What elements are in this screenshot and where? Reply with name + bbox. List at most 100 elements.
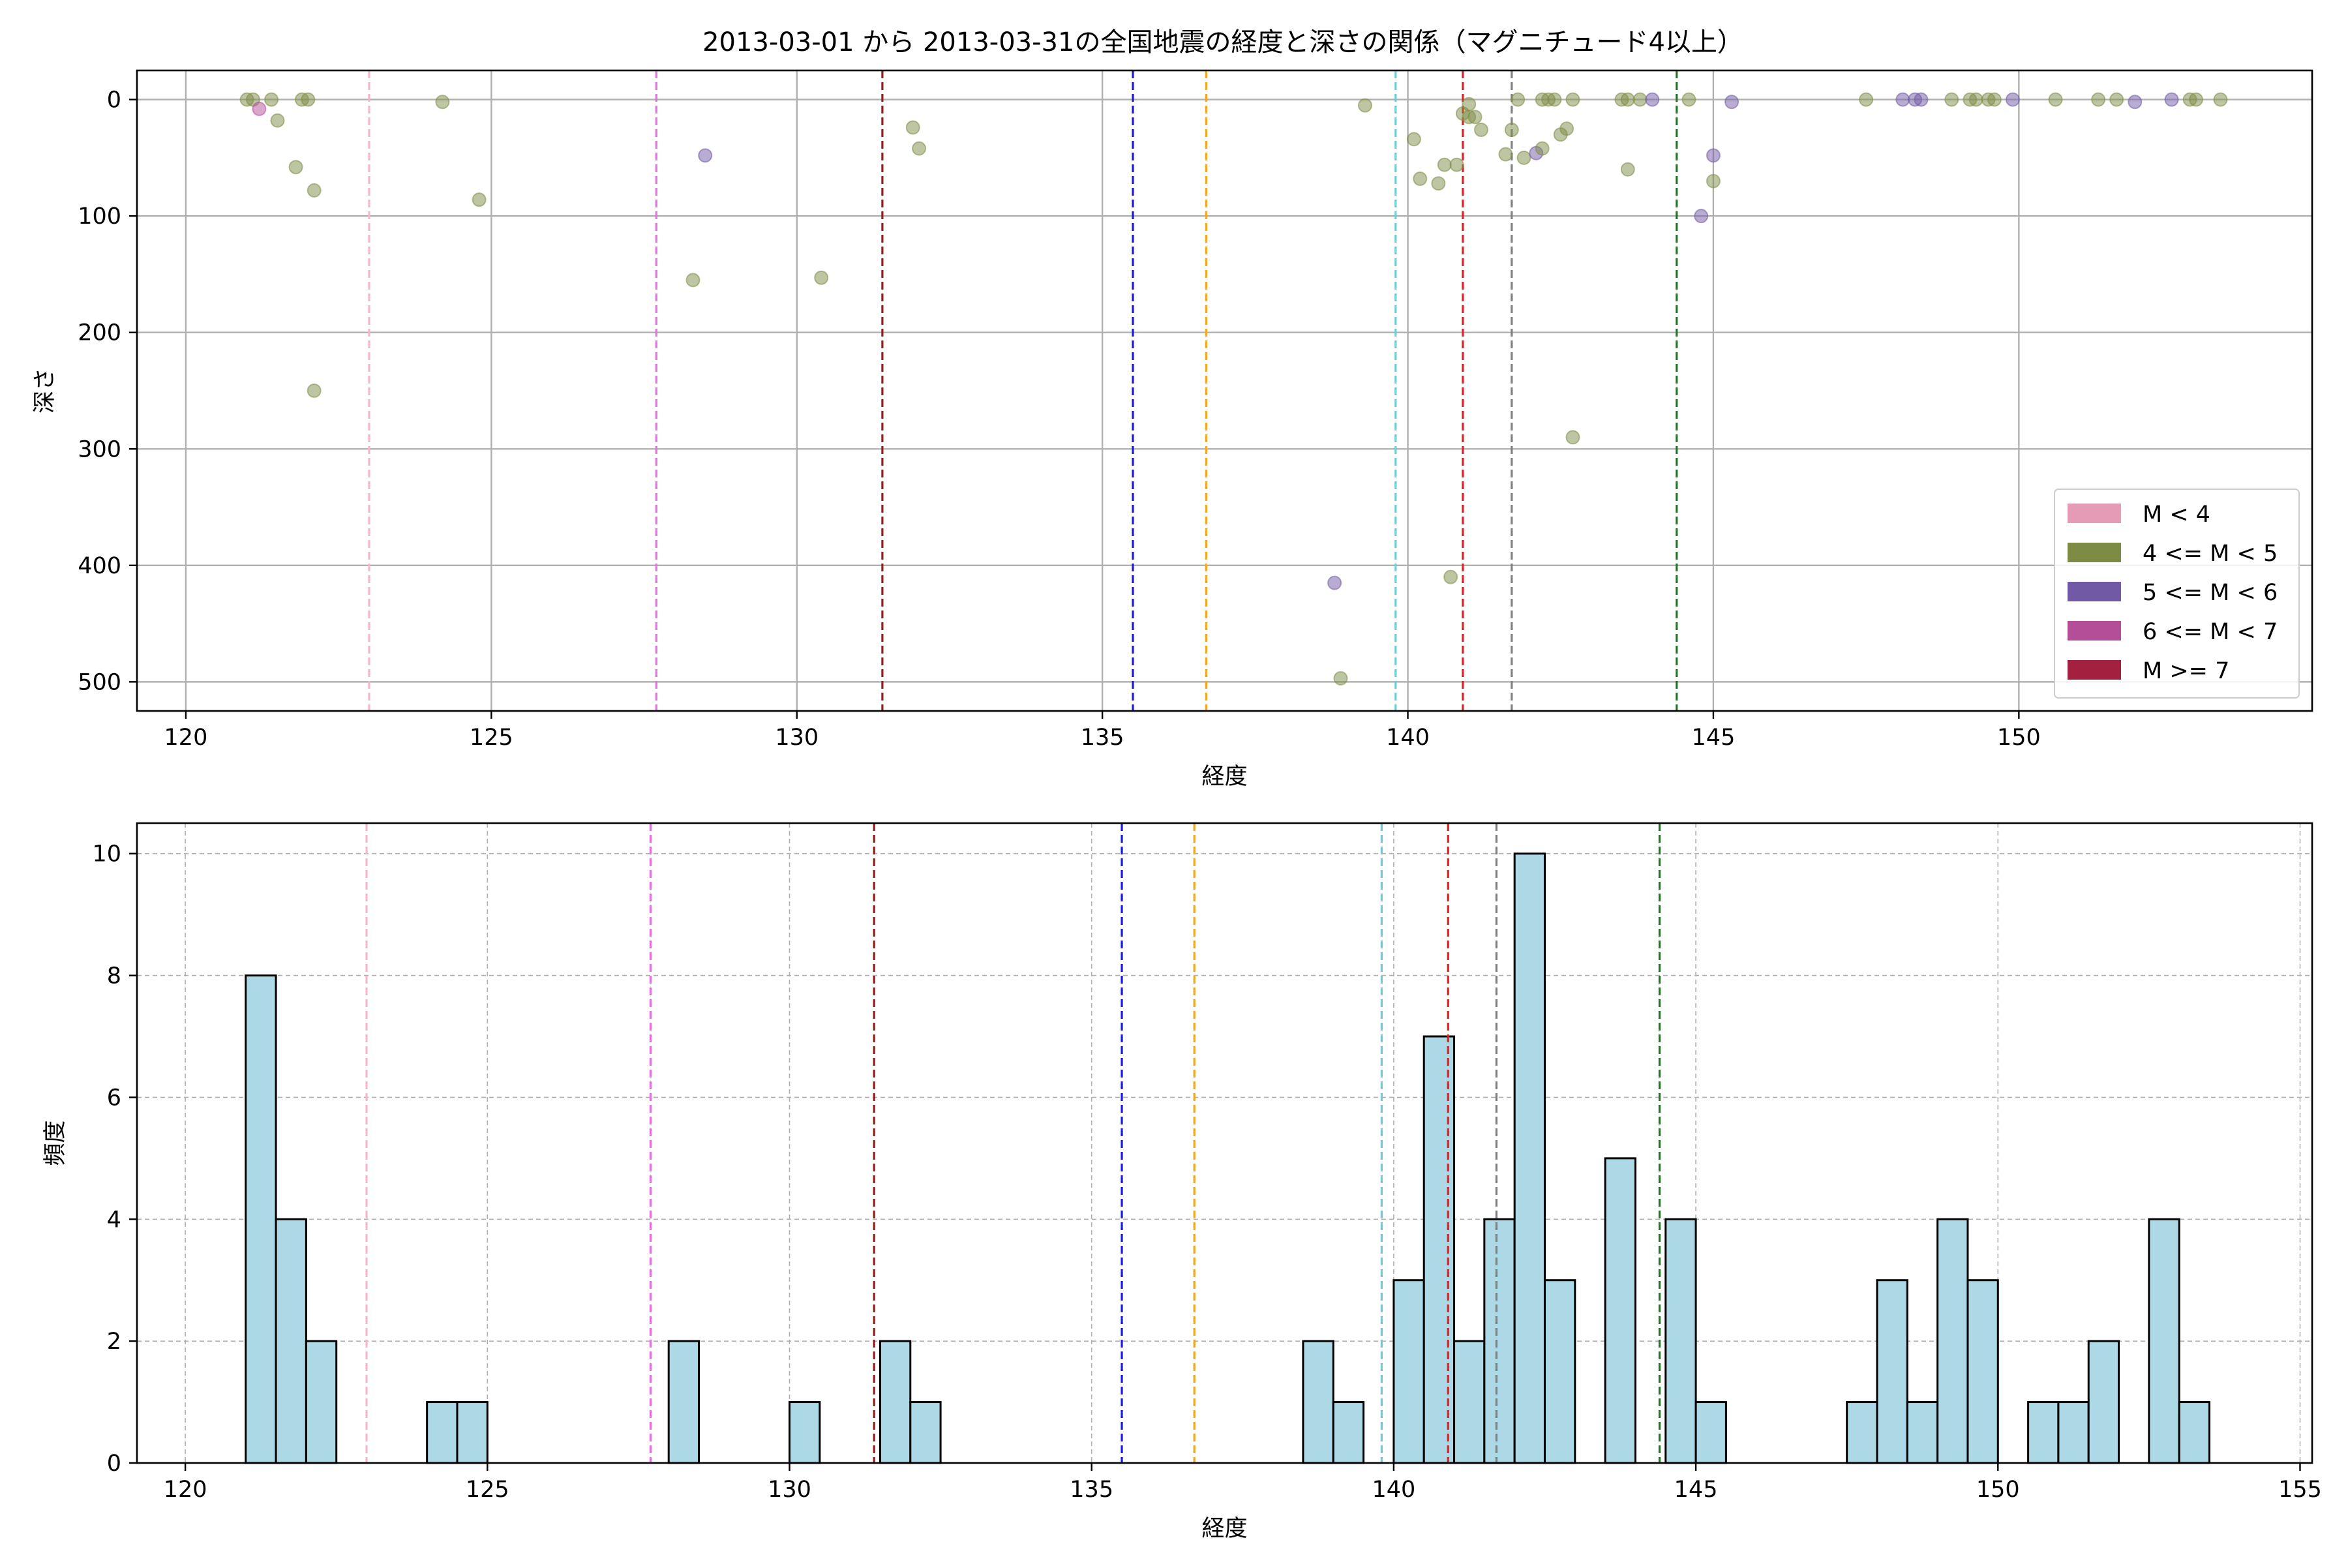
scatter-point (1437, 157, 1452, 172)
histogram-bar (1332, 1401, 1365, 1464)
y-tick-label: 6 (107, 1085, 121, 1111)
legend-swatch (2068, 582, 2121, 601)
legend-label: 5 <= M < 6 (2143, 580, 2278, 606)
histogram-bar (789, 1401, 821, 1464)
scatter-point (301, 92, 316, 107)
scatter-point (1565, 92, 1580, 107)
histogram-bar (1846, 1401, 1878, 1464)
x-tick-label: 120 (164, 725, 208, 751)
scatter-point (1565, 430, 1580, 445)
y-tick-label: 0 (107, 87, 121, 113)
scatter-point (288, 160, 303, 175)
legend-swatch (2068, 543, 2121, 562)
scatter-point (1535, 141, 1550, 156)
x-tick-label: 140 (1372, 1477, 1415, 1503)
scatter-point (1620, 162, 1635, 177)
scatter-point (2048, 92, 2063, 107)
scatter-point (1620, 92, 1635, 107)
legend-swatch (2068, 504, 2121, 523)
x-tick-label: 130 (768, 1477, 811, 1503)
x-tick-label: 125 (470, 725, 513, 751)
y-tick-label: 10 (92, 841, 121, 867)
histogram-bar (456, 1401, 489, 1464)
scatter-point (1895, 92, 1910, 107)
scatter-point (1859, 92, 1874, 107)
y-tick-label: 400 (78, 553, 121, 579)
histogram-bar (2087, 1340, 2120, 1464)
x-tick-label: 145 (1692, 725, 1736, 751)
scatter-point (698, 148, 713, 163)
scatter-point (435, 95, 450, 110)
histogram-bar (1513, 852, 1546, 1464)
histogram-bar (1543, 1279, 1576, 1464)
histogram-bar (1453, 1340, 1486, 1464)
scatter-point (1443, 569, 1458, 584)
histogram-bar (2027, 1401, 2060, 1464)
scatter-point (2005, 92, 2020, 107)
scatter-point (905, 120, 920, 135)
scatter-point (1473, 123, 1488, 138)
scatter-point (1944, 92, 1959, 107)
y-tick-label: 0 (107, 1451, 121, 1477)
x-tick-label: 125 (466, 1477, 509, 1503)
scatter-point (1511, 92, 1526, 107)
legend-swatch (2068, 621, 2121, 641)
y-tick-label: 8 (107, 963, 121, 989)
scatter-point (685, 273, 700, 288)
scatter-point (1504, 123, 1519, 138)
x-tick-label: 135 (1070, 1477, 1113, 1503)
histogram-bar (275, 1218, 307, 1464)
y-tick-label: 4 (107, 1207, 121, 1233)
histogram-bar (1694, 1401, 1727, 1464)
histogram-bar (245, 974, 277, 1464)
histogram-bar (2057, 1401, 2090, 1464)
x-tick-label: 135 (1081, 725, 1124, 751)
scatter-point (1633, 92, 1648, 107)
histogram-bar (667, 1340, 700, 1464)
scatter-point (1914, 92, 1929, 107)
histogram-bar (1302, 1340, 1334, 1464)
histogram-bar (1906, 1401, 1939, 1464)
x-tick-label: 150 (1976, 1477, 2020, 1503)
scatter-point (2128, 95, 2143, 110)
legend-swatch (2068, 660, 2121, 680)
histogram-bar (1876, 1279, 1908, 1464)
y-tick-label: 500 (78, 669, 121, 695)
scatter-point (1406, 132, 1421, 147)
scatter-point (1449, 157, 1464, 172)
scatter-point (1968, 92, 1983, 107)
scatter-point (2164, 92, 2179, 107)
chart-title: 2013-03-01 から 2013-03-31の全国地震の経度と深さの関係（マ… (702, 27, 1743, 57)
scatter-point (472, 192, 487, 207)
scatter-point (1706, 173, 1721, 188)
histogram-bar (1936, 1218, 1969, 1464)
histogram-bar (879, 1340, 912, 1464)
y-tick-label: 200 (78, 320, 121, 346)
scatter-point (1327, 575, 1342, 590)
scatter-point (307, 183, 322, 198)
y-tick-label: 300 (78, 436, 121, 462)
scatter-chart: 120 125 130 135 140 145 150 0 100 200 300 400 500 経度 深… (32, 69, 2313, 790)
x-tick-label: 140 (1386, 725, 1430, 751)
histogram-bar (1664, 1218, 1697, 1464)
histogram-bar (426, 1401, 459, 1464)
histogram-chart: 120 125 130 135 140 145 150 155 0 2 4 6 8 10 経度 頻度 (42, 822, 2322, 1542)
y-tick-label: 2 (107, 1329, 121, 1355)
scatter-point (1516, 150, 1531, 165)
legend-label: 4 <= M < 5 (2143, 541, 2278, 567)
scatter-point (1559, 121, 1574, 136)
x-tick-label: 130 (775, 725, 819, 751)
scatter-point (1413, 172, 1428, 187)
x-tick-label: 145 (1674, 1477, 1718, 1503)
scatter-point (1468, 110, 1483, 125)
scatter-point (1681, 92, 1696, 107)
legend-label: M < 4 (2143, 502, 2210, 528)
histogram-bar (1392, 1279, 1425, 1464)
scatter-point (270, 113, 285, 128)
plot-frame (136, 69, 2313, 712)
scatter-point (1431, 176, 1446, 191)
x-tick-label: 155 (2278, 1477, 2322, 1503)
x-tick-label: 120 (164, 1477, 207, 1503)
